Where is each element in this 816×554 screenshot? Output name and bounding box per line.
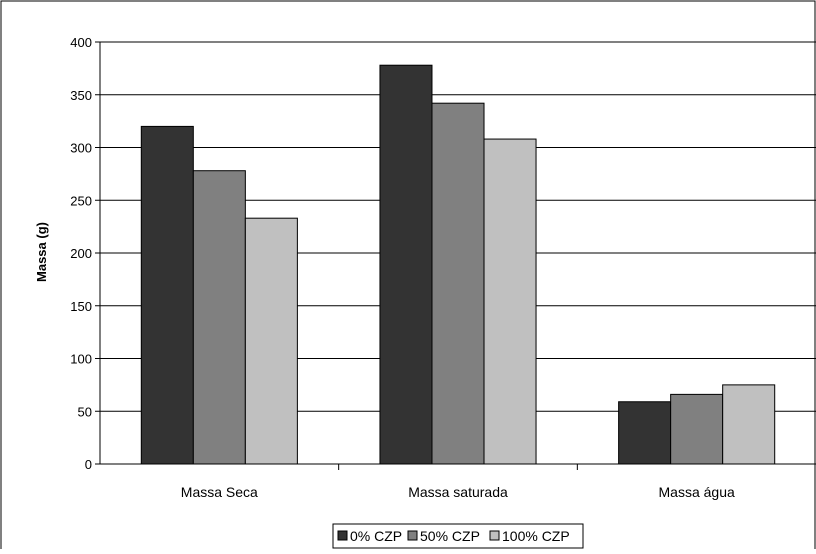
x-category-label: Massa saturada: [408, 484, 508, 500]
y-tick-label: 150: [70, 299, 92, 314]
y-tick-label: 0: [85, 457, 92, 472]
bar: [722, 384, 776, 465]
bar: [379, 64, 433, 465]
legend-swatch: [337, 530, 348, 541]
axes: 0 50 100 150 200 250 300 350 400 Massa Seca Massa …: [70, 35, 816, 500]
legend-box: [332, 523, 584, 549]
legend-label: 0% CZP: [350, 528, 402, 544]
legend: 0% CZP 50% CZP 100% CZP: [332, 523, 584, 549]
bar: [431, 102, 485, 465]
bars: [140, 64, 776, 465]
y-axis-title: Massa (g): [34, 222, 49, 282]
bar: [483, 138, 537, 465]
legend-swatch: [489, 530, 500, 541]
y-tick-label: 300: [70, 141, 92, 156]
y-tick-label: 400: [70, 35, 92, 50]
y-tick-label: 50: [78, 404, 92, 419]
y-tick-label: 250: [70, 193, 92, 208]
y-tick-label: 100: [70, 352, 92, 367]
bar: [670, 393, 724, 465]
y-tick-label: 350: [70, 88, 92, 103]
legend-swatch: [407, 530, 418, 541]
bar: [192, 170, 246, 465]
bar: [618, 401, 672, 465]
x-category-label: Massa água: [659, 484, 735, 500]
bar: [244, 217, 298, 465]
legend-label: 50% CZP: [420, 528, 480, 544]
x-category-label: Massa Seca: [181, 484, 258, 500]
legend-label: 100% CZP: [502, 528, 570, 544]
y-tick-label: 200: [70, 246, 92, 261]
bar: [140, 125, 194, 465]
